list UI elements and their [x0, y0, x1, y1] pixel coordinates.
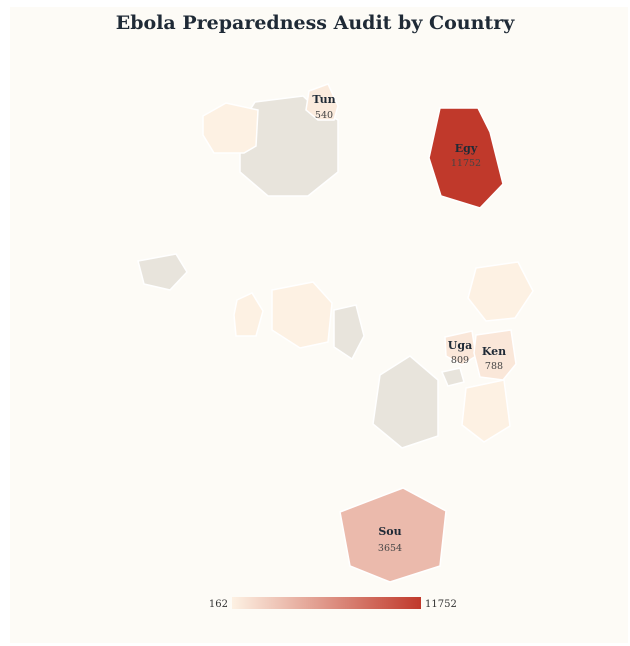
country-label: Tun	[312, 93, 335, 106]
country-value: 3654	[378, 543, 402, 554]
country-region-nodata[interactable]	[440, 367, 465, 387]
country-region-egypt[interactable]	[428, 107, 504, 209]
country-label: Uga	[448, 339, 472, 352]
country-value: 11752	[451, 158, 481, 169]
labeled-regions: Tun 540 Egy 11752 Uga 809 Ken 788 Sou 36…	[305, 83, 517, 583]
country-region[interactable]	[467, 261, 534, 322]
color-legend: 162 11752	[209, 597, 457, 610]
country-region-south-africa[interactable]	[339, 487, 447, 583]
country-region[interactable]	[233, 292, 264, 337]
map-title: Ebola Preparedness Audit by Country	[115, 12, 515, 34]
low-value-regions	[202, 102, 534, 443]
country-region[interactable]	[202, 102, 259, 154]
country-region-uganda[interactable]	[444, 330, 477, 366]
country-value: 809	[451, 355, 469, 366]
country-region[interactable]	[461, 379, 511, 443]
country-region[interactable]	[271, 281, 333, 349]
legend-gradient-bar	[232, 597, 421, 609]
country-label: Egy	[455, 142, 478, 155]
legend-min-label: 162	[209, 599, 228, 610]
country-value: 788	[485, 361, 503, 372]
country-region-nodata[interactable]	[333, 304, 365, 361]
country-region-nodata[interactable]	[372, 355, 439, 449]
country-region-kenya[interactable]	[473, 329, 517, 381]
country-label: Sou	[378, 525, 401, 538]
legend-max-label: 11752	[425, 599, 457, 610]
no-data-regions	[137, 95, 465, 449]
country-region-nodata[interactable]	[137, 253, 188, 291]
country-region-tunisia[interactable]	[305, 83, 339, 121]
country-value: 540	[315, 110, 333, 121]
country-label: Ken	[482, 345, 506, 358]
